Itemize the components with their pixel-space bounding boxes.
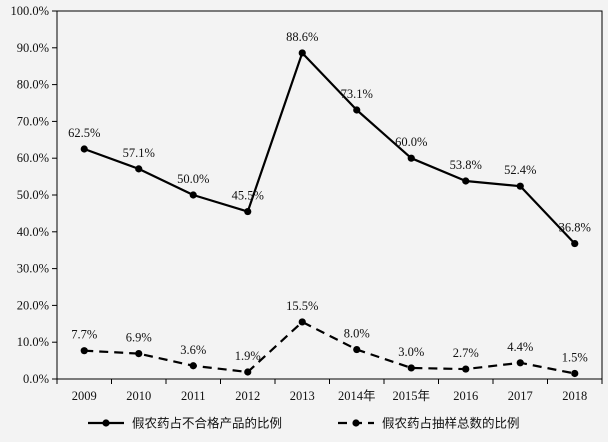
x-tick-label: 2018: [562, 389, 587, 403]
y-tick-label: 0.0%: [23, 372, 49, 386]
x-tick-label: 2013: [290, 389, 315, 403]
series-2-data-label: 6.9%: [126, 331, 152, 345]
series-1-data-label: 53.8%: [450, 158, 482, 172]
y-tick-label: 50.0%: [17, 188, 49, 202]
x-tick-label: 2012: [235, 389, 260, 403]
series-2-point: [516, 359, 524, 367]
legend: 假农药占不合格产品的比例 假农药占抽样总数的比例: [88, 416, 520, 431]
series-1-point: [135, 165, 143, 173]
y-tick-label: 40.0%: [17, 225, 49, 239]
y-tick-label: 20.0%: [17, 298, 49, 312]
series-1-point: [298, 49, 306, 57]
series-2-data-label: 7.7%: [71, 328, 97, 342]
x-tick-label: 2016: [453, 389, 478, 403]
series-1-data-label: 50.0%: [177, 172, 209, 186]
series-1-data-label: 57.1%: [123, 146, 155, 160]
series-1-data-label: 88.6%: [286, 30, 318, 44]
series-1-point: [189, 191, 197, 199]
series-1-data-label: 62.5%: [68, 126, 100, 140]
series-line-1: [83, 51, 576, 245]
series-1-data-label: 45.5%: [232, 189, 264, 203]
series-line-2: [84, 320, 575, 375]
series-2-data-label: 8.0%: [344, 327, 370, 341]
series-2-data-label: 2.7%: [453, 346, 479, 360]
series-layer: [80, 49, 579, 378]
legend-swatch-marker-1: [102, 419, 110, 427]
legend-label-2: 假农药占抽样总数的比例: [382, 416, 520, 431]
y-tick-label: 10.0%: [17, 335, 49, 349]
series-1-point: [244, 207, 252, 216]
series-2-point: [244, 368, 252, 376]
series-2-data-label: 1.5%: [562, 350, 588, 364]
legend-swatch-marker-2: [352, 419, 360, 427]
series-1-data-label: 36.8%: [559, 221, 591, 235]
series-2-data-label: 15.5%: [286, 299, 318, 313]
series-1-data-label: 73.1%: [341, 87, 373, 101]
series-1-point: [516, 182, 524, 190]
series-2-point: [353, 345, 361, 354]
series-2-data-label: 1.9%: [235, 349, 261, 363]
series-2-point: [189, 362, 197, 370]
x-tick-label: 2017: [508, 389, 533, 403]
y-tick-label: 90.0%: [17, 41, 49, 55]
series-2-data-label: 3.0%: [398, 345, 424, 359]
y-tick-label: 30.0%: [17, 262, 49, 276]
series-2-point: [298, 318, 306, 326]
data-labels-layer: 62.5% 57.1% 50.0% 45.5% 88.6% 73.1% 60.0% 53.8%…: [68, 30, 591, 365]
y-tick-label: 60.0%: [17, 151, 49, 165]
y-tick-label: 70.0%: [17, 114, 49, 128]
series-1-point: [407, 154, 415, 162]
series-1-point: [571, 239, 579, 248]
series-1-point: [353, 106, 361, 114]
y-tick-label: 80.0%: [17, 78, 49, 92]
series-1-data-label: 60.0%: [395, 135, 427, 149]
y-tick-label: 100.0%: [10, 4, 49, 18]
x-tick-label: 2009: [72, 389, 97, 403]
x-tick-label: 2015年: [392, 389, 430, 403]
x-tick-label: 2011: [181, 389, 206, 403]
series-2-data-label: 4.4%: [507, 340, 533, 354]
series-1-data-label: 52.4%: [504, 163, 536, 177]
x-tick-label: 2014年: [338, 389, 376, 403]
series-2-data-label: 3.6%: [180, 343, 206, 357]
series-2-point: [407, 364, 415, 372]
series-2-point: [462, 365, 470, 373]
series-2-point: [135, 350, 143, 358]
series-1-point: [80, 145, 88, 153]
series-2-point: [80, 347, 88, 355]
axes: 0.0% 10.0% 20.0% 30.0% 40.0% 50.0% 60.0% 70.0% 8…: [10, 4, 603, 403]
series-1-point: [462, 177, 470, 185]
legend-label-1: 假农药占不合格产品的比例: [132, 416, 282, 431]
series-2-point: [571, 369, 579, 378]
x-tick-label: 2010: [126, 389, 151, 403]
